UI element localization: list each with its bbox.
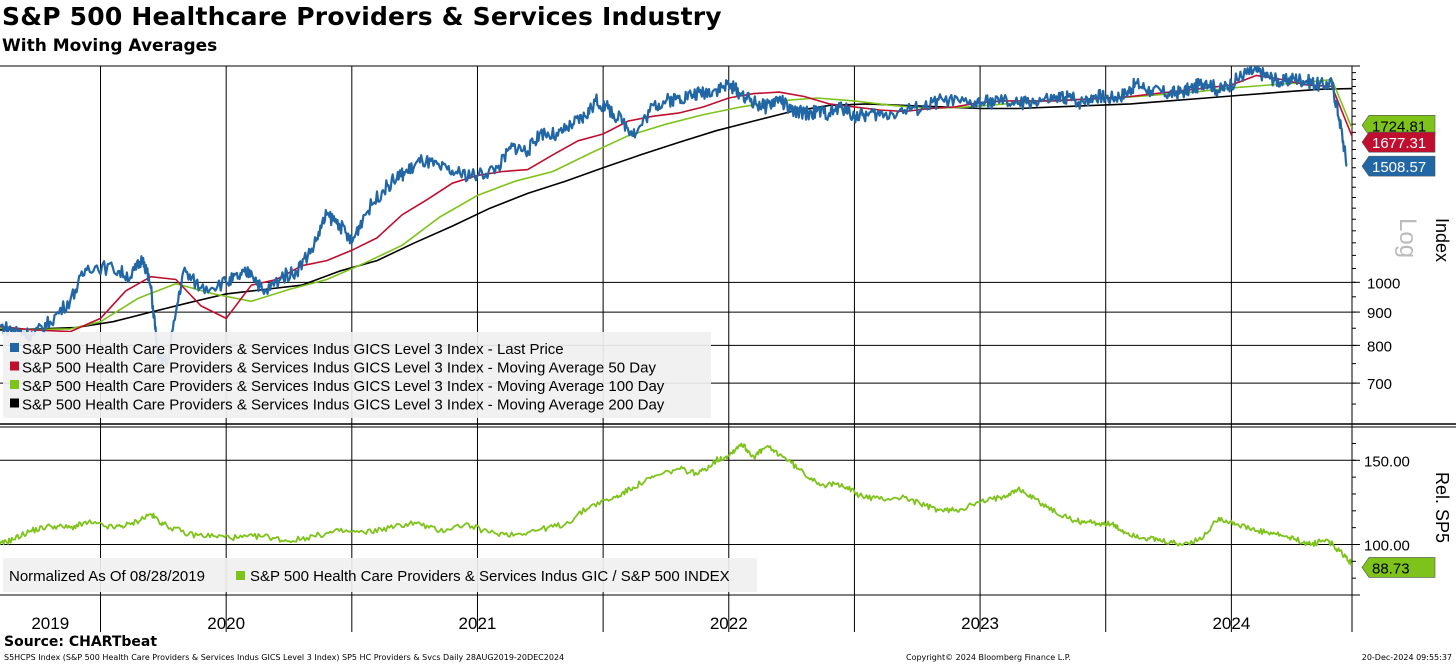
year-label: 2024 [1212, 614, 1250, 633]
last-value-label: 1508.57 [1372, 159, 1426, 176]
series-line-relative [0, 442, 1352, 566]
legend-swatch-relative [236, 571, 245, 580]
lower-y-tick-label: 100.00 [1364, 537, 1410, 554]
upper-y-tick-label: 800 [1367, 338, 1392, 355]
upper-legend: S&P 500 Health Care Providers & Services… [3, 332, 711, 418]
legend-label-ma100: S&P 500 Health Care Providers & Services… [22, 378, 665, 395]
year-label: 2022 [710, 614, 748, 633]
last-value-tag-relative: 88.73 [1361, 557, 1436, 578]
upper-axis-title: Index [1432, 218, 1452, 262]
year-label: 2023 [961, 614, 999, 633]
series-line-ma200 [0, 87, 1352, 331]
lower-y-tick-label: 150.00 [1364, 453, 1410, 470]
upper-y-tick-label: 1000 [1367, 275, 1400, 292]
legend-swatch-price [10, 343, 19, 352]
year-label: 2021 [459, 614, 497, 633]
source-label: Source: CHARTbeat [4, 634, 158, 650]
chart-title: S&P 500 Healthcare Providers & Services … [2, 2, 722, 31]
last-value-label: 88.73 [1372, 560, 1410, 577]
legend-swatch-ma50 [10, 361, 19, 371]
series-line-ma50 [0, 74, 1352, 333]
legend-label-relative: S&P 500 Health Care Providers & Services… [250, 568, 730, 585]
lower-legend: Normalized As Of 08/28/2019 S&P 500 Healt… [3, 558, 757, 592]
footer-description: S5HCPS Index (S&P 500 Health Care Provid… [4, 653, 565, 662]
legend-swatch-ma200 [10, 398, 19, 408]
log-scale-label: Log [1394, 218, 1421, 258]
upper-series-group [0, 66, 1352, 368]
last-value-tag-ma50: 1677.31 [1361, 131, 1436, 153]
upper-y-tick-label: 700 [1367, 376, 1392, 393]
series-line-price [0, 66, 1348, 368]
vertical-gridlines [100, 66, 1232, 632]
footer-timestamp: 20-Dec-2024 09:55:37 [1361, 653, 1452, 662]
year-label: 2020 [207, 614, 245, 633]
last-value-label: 1724.81 [1372, 118, 1426, 135]
lower-axis-title: Rel. SP5 [1432, 472, 1452, 543]
chart-subtitle: With Moving Averages [2, 36, 218, 56]
footer-copyright: Copyright© 2024 Bloomberg Finance L.P. [906, 653, 1071, 662]
upper-y-tick-label: 900 [1367, 305, 1392, 322]
legend-swatch-ma100 [10, 380, 19, 389]
lower-y-axis: 100.00 150.00 [0, 442, 1410, 579]
last-value-label: 1677.31 [1372, 135, 1426, 152]
legend-label-price: S&P 500 Health Care Providers & Services… [22, 341, 564, 358]
normalized-label: Normalized As Of 08/28/2019 [9, 568, 205, 585]
year-label: 2019 [31, 614, 69, 633]
last-value-tag-ma100: 1724.81 [1361, 114, 1436, 136]
series-line-ma100 [0, 78, 1352, 331]
legend-label-ma200: S&P 500 Health Care Providers & Services… [22, 397, 665, 414]
x-axis-year-labels: 2019 2020 2021 2022 2023 2024 [31, 614, 1250, 633]
legend-label-ma50: S&P 500 Health Care Providers & Services… [22, 360, 656, 377]
lower-series-group [0, 442, 1352, 566]
last-value-tag-price: 1508.57 [1361, 155, 1436, 177]
